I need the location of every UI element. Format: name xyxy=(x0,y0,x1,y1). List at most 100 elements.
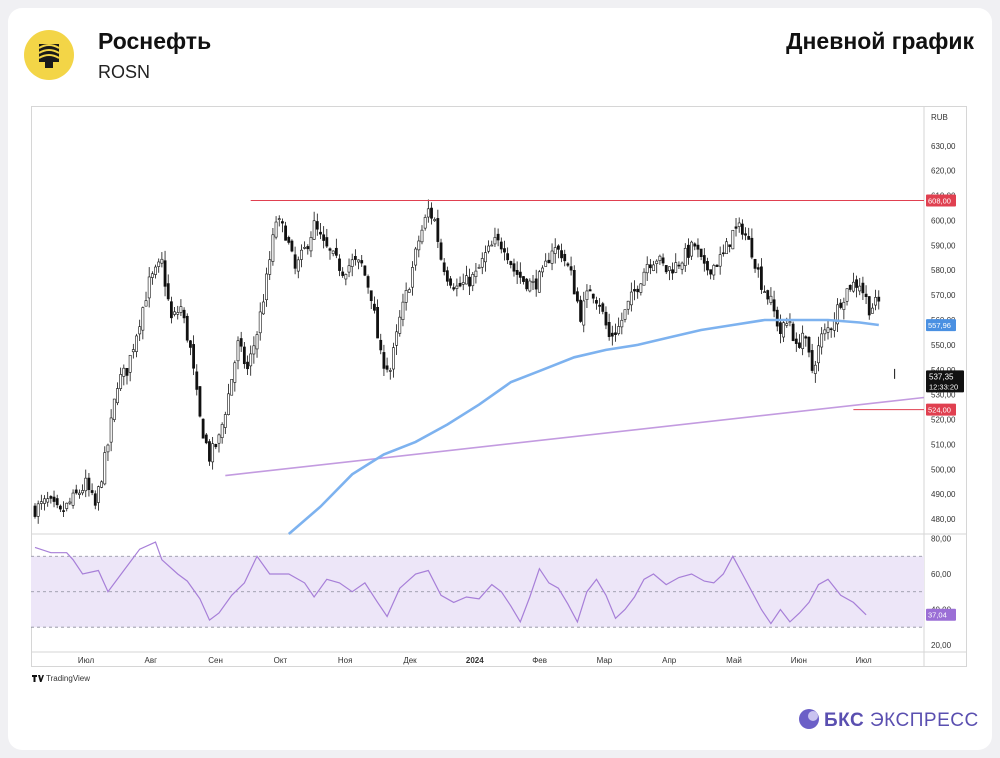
price-chart: RUB 480,00 490,00 500,00 510,00 520,00 530,00 5… xyxy=(31,106,967,667)
candle-body xyxy=(426,208,430,218)
price-tick-label: 550,00 xyxy=(931,341,956,350)
candle-body xyxy=(769,295,773,303)
candle-body xyxy=(223,414,227,428)
candle-body xyxy=(642,271,646,286)
candle-body xyxy=(125,367,129,376)
candle-body xyxy=(744,233,747,236)
candle-body xyxy=(116,388,119,404)
candle-body xyxy=(734,226,738,229)
candle-body xyxy=(347,265,351,273)
candle-body xyxy=(674,262,678,273)
resistance-badge xyxy=(926,194,956,207)
candle-body xyxy=(563,253,567,262)
current-price-badge xyxy=(926,370,964,393)
candle-body xyxy=(509,261,513,265)
candle-body xyxy=(874,297,877,306)
candle-body xyxy=(493,237,497,245)
candle-body xyxy=(633,289,636,292)
candle-body xyxy=(712,265,716,276)
candle-body xyxy=(52,496,56,502)
candle-body xyxy=(423,217,427,229)
candle-body xyxy=(436,218,440,242)
candle-body xyxy=(414,248,418,266)
current-price-label: 537,35 xyxy=(929,372,954,381)
brand-bold: БКС xyxy=(824,710,865,731)
rsi-badge xyxy=(926,608,956,621)
candle-body xyxy=(683,247,687,266)
candle-body xyxy=(471,274,475,287)
candle-body xyxy=(550,250,554,264)
candle-body xyxy=(265,273,268,301)
candle-body xyxy=(629,291,633,306)
price-tick-label: 580,00 xyxy=(931,266,956,275)
candle-body xyxy=(772,299,776,312)
candle-body xyxy=(664,265,668,273)
candle-body xyxy=(43,498,46,504)
tradingview-icon xyxy=(32,675,44,682)
candle-body xyxy=(782,322,786,338)
candle-body xyxy=(775,309,779,327)
time-tick-label: Окт xyxy=(274,656,288,665)
candle-body xyxy=(449,278,452,286)
candle-body xyxy=(287,237,291,243)
candle-body xyxy=(49,496,53,499)
candle-body xyxy=(398,316,402,334)
candle-body xyxy=(766,290,770,300)
candle-body xyxy=(560,250,563,259)
candle-body xyxy=(331,250,335,254)
time-tick-label: Сен xyxy=(208,656,223,665)
candle-body xyxy=(84,477,88,492)
brand-rest: ЭКСПРЕСС xyxy=(870,710,979,731)
candle-body xyxy=(392,347,395,370)
candle-body xyxy=(525,278,529,290)
candle-body xyxy=(487,245,491,252)
candle-body xyxy=(385,365,389,370)
candle-body xyxy=(39,501,43,504)
bks-express-logo: БКС ЭКСПРЕСС xyxy=(798,708,979,732)
candle-body xyxy=(255,334,259,350)
candle-body xyxy=(192,344,196,369)
candle-body xyxy=(528,280,532,292)
candle-body xyxy=(366,276,370,288)
candle-body xyxy=(338,258,341,271)
candle-body xyxy=(319,231,322,235)
candle-body xyxy=(614,332,617,335)
candle-body xyxy=(357,259,360,263)
candle-body xyxy=(652,264,655,271)
candle-body xyxy=(306,246,310,250)
candle-body xyxy=(788,321,792,324)
candle-body xyxy=(430,207,433,219)
candle-body xyxy=(572,270,576,295)
candle-body xyxy=(534,278,538,290)
candle-body xyxy=(271,234,275,262)
candle-body xyxy=(706,261,709,271)
candle-body xyxy=(258,311,262,334)
candle-body xyxy=(785,323,789,326)
candle-body xyxy=(817,345,820,364)
candle-body xyxy=(179,306,183,313)
candle-body xyxy=(411,267,414,288)
candle-body xyxy=(687,244,690,258)
candle-body xyxy=(541,267,544,273)
candle-body xyxy=(826,327,830,333)
candle-body xyxy=(693,243,697,247)
support-badge xyxy=(926,403,956,416)
candle-body xyxy=(499,241,503,250)
candle-body xyxy=(439,242,443,260)
candle-body xyxy=(68,501,72,504)
countdown-label: 12:33:20 xyxy=(929,382,958,391)
chart-area: RUB 480,00 490,00 500,00 510,00 520,00 530,00 5… xyxy=(31,106,967,667)
support-badge-label: 524,00 xyxy=(928,406,951,415)
candle-body xyxy=(373,303,376,311)
rsi-badge-label: 37,04 xyxy=(928,611,947,620)
company-name: Роснефть xyxy=(98,28,212,54)
candle-body xyxy=(617,326,621,334)
candle-body xyxy=(740,223,744,235)
price-tick-label: 620,00 xyxy=(931,167,956,176)
trendline xyxy=(225,396,925,477)
candle-body xyxy=(585,290,589,300)
candle-body xyxy=(709,269,713,275)
candle-body xyxy=(112,398,116,420)
rsi-tick-label: 20,00 xyxy=(931,641,952,650)
candle-body xyxy=(807,336,811,353)
